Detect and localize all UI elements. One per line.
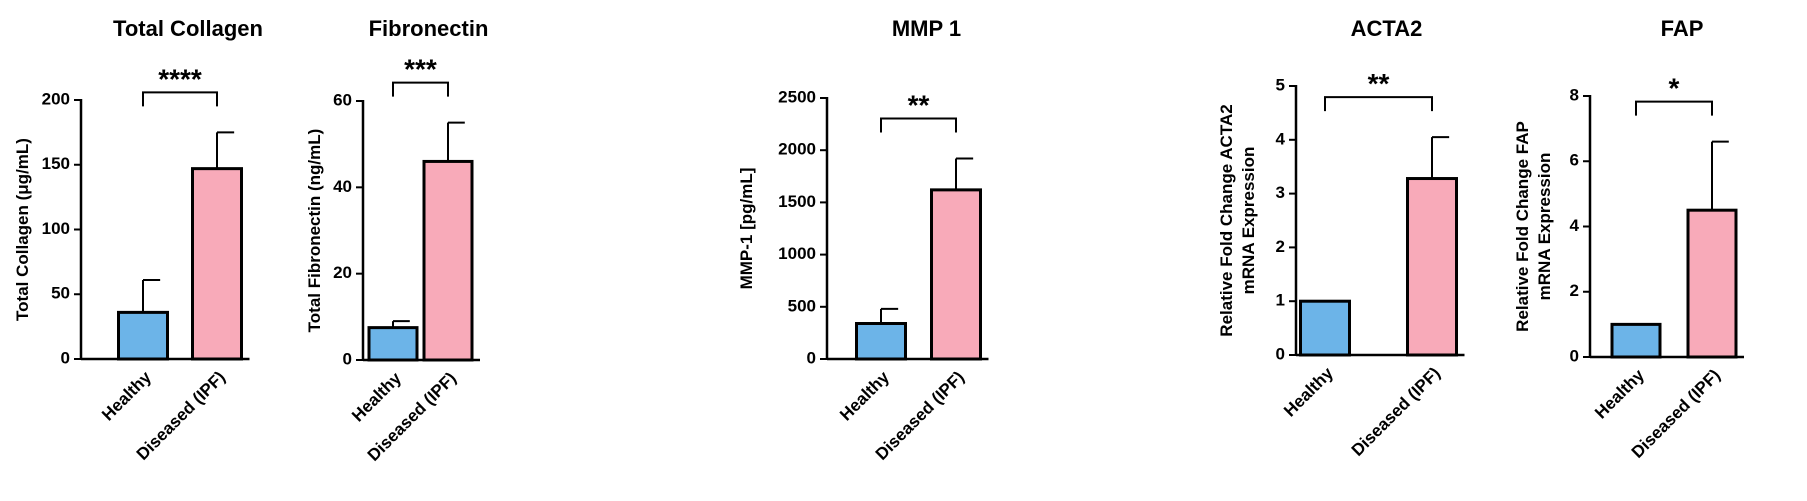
significance-bracket bbox=[1324, 96, 1433, 112]
y-axis-label: Total Collagen (μg/mL) bbox=[13, 138, 32, 321]
chart-title: FAP bbox=[1661, 16, 1704, 41]
x-tick-label: Diseased (IPF) bbox=[1348, 364, 1444, 460]
y-tick-label: 5 bbox=[1276, 75, 1285, 94]
y-tick-label: 4 bbox=[1276, 129, 1286, 148]
y-tick-label: 6 bbox=[1570, 151, 1579, 170]
bar bbox=[1610, 322, 1662, 359]
significance-bracket bbox=[880, 117, 957, 133]
chart-title: ACTA2 bbox=[1351, 16, 1423, 41]
y-tick-label: 4 bbox=[1570, 216, 1580, 235]
x-tick-label: Healthy bbox=[98, 367, 155, 424]
significance-label: ** bbox=[908, 90, 930, 121]
x-tick-label: Healthy bbox=[836, 367, 893, 424]
y-tick-label: 0 bbox=[1570, 346, 1579, 365]
significance-label: *** bbox=[404, 54, 437, 85]
x-tick-label: Healthy bbox=[1280, 363, 1337, 420]
y-tick-label: 500 bbox=[788, 296, 816, 315]
bar bbox=[422, 159, 474, 362]
chart-title: Fibronectin bbox=[369, 16, 489, 41]
bar bbox=[1299, 299, 1351, 357]
chart-title: Total Collagen bbox=[113, 16, 263, 41]
y-tick-label: 150 bbox=[42, 154, 70, 173]
y-tick-label: 2 bbox=[1276, 237, 1285, 256]
y-tick-label: 0 bbox=[61, 348, 70, 367]
y-tick-label: 1500 bbox=[778, 192, 816, 211]
y-axis-label: mRNA Expression bbox=[1239, 147, 1258, 295]
y-axis-label: mRNA Expression bbox=[1535, 153, 1554, 301]
y-axis-label: Total Fibronectin (ng/mL) bbox=[305, 129, 324, 333]
significance-label: * bbox=[1669, 73, 1680, 104]
y-axis-label: Relative Fold Change FAP bbox=[1513, 121, 1532, 332]
y-tick-label: 1 bbox=[1276, 291, 1285, 310]
y-tick-label: 0 bbox=[1276, 344, 1285, 363]
y-axis-label: Relative Fold Change ACTA2 bbox=[1217, 104, 1236, 336]
y-tick-label: 2500 bbox=[778, 87, 816, 106]
y-tick-label: 3 bbox=[1276, 183, 1285, 202]
y-axis-label: MMP-1 [pg/mL] bbox=[737, 168, 756, 290]
significance-bracket bbox=[142, 91, 218, 107]
bar bbox=[191, 167, 243, 361]
bar bbox=[117, 310, 169, 361]
bar bbox=[855, 322, 907, 361]
significance-bracket bbox=[392, 81, 449, 97]
y-tick-label: 2000 bbox=[778, 140, 816, 159]
chart-title: MMP 1 bbox=[892, 16, 961, 41]
bar bbox=[367, 326, 419, 362]
y-tick-label: 60 bbox=[333, 90, 352, 109]
x-tick-label: Healthy bbox=[1591, 365, 1648, 422]
y-tick-label: 2 bbox=[1570, 281, 1579, 300]
y-tick-label: 50 bbox=[51, 284, 70, 303]
bar bbox=[1406, 177, 1458, 357]
y-tick-label: 0 bbox=[343, 349, 352, 368]
y-tick-label: 20 bbox=[333, 263, 352, 282]
y-tick-label: 200 bbox=[42, 89, 70, 108]
x-tick-label: Healthy bbox=[348, 368, 405, 425]
bar bbox=[1686, 208, 1738, 359]
y-tick-label: 8 bbox=[1570, 85, 1579, 104]
significance-label: **** bbox=[158, 63, 202, 94]
bar bbox=[930, 188, 982, 361]
significance-bracket bbox=[1635, 100, 1713, 116]
y-tick-label: 100 bbox=[42, 219, 70, 238]
significance-label: ** bbox=[1368, 68, 1390, 99]
y-tick-label: 0 bbox=[807, 348, 816, 367]
y-tick-label: 40 bbox=[333, 177, 352, 196]
y-tick-label: 1000 bbox=[778, 244, 816, 263]
